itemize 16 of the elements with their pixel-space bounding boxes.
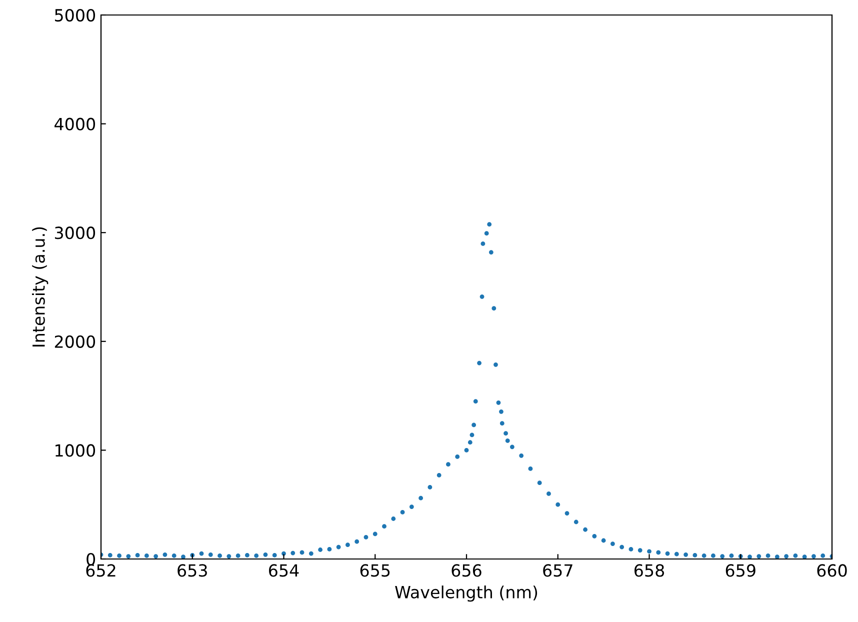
y-tick-label: 4000 [54, 118, 96, 130]
x-tick-label: 657 [543, 564, 572, 577]
y-tick-label: 3000 [54, 226, 96, 240]
x-tick-label: 660 [817, 564, 847, 577]
y-tick-label: 5000 [55, 8, 96, 22]
x-tick-label: 656 [452, 564, 482, 577]
x-tick-label: 654 [269, 564, 299, 577]
x-axis-title: Wavelength (nm) [395, 586, 538, 602]
x-tick-label: 653 [178, 564, 207, 577]
x-tick-label: 652 [86, 564, 116, 577]
y-axis-title: Intensity (a.u.) [32, 227, 48, 346]
x-tick-label: 658 [634, 564, 664, 577]
x-tick-label: 655 [360, 564, 390, 577]
y-tick-label: 1000 [56, 444, 96, 457]
x-tick-label: 659 [726, 564, 756, 577]
y-tick-label: 2000 [54, 335, 96, 348]
